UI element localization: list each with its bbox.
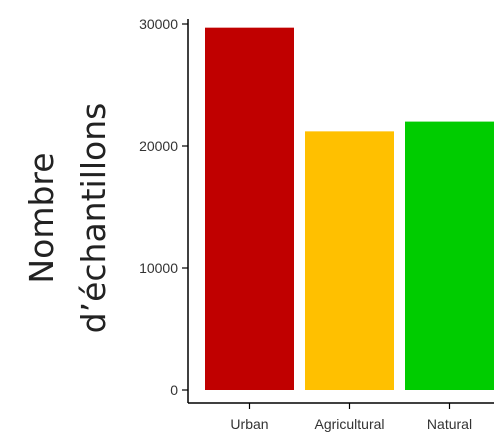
- x-tick-label-agricultural: Agricultural: [314, 416, 384, 432]
- bar-agricultural: [305, 131, 394, 391]
- y-tick-label: 30000: [139, 16, 178, 32]
- x-tick-label-natural: Natural: [427, 416, 472, 432]
- y-tick-label: 0: [170, 382, 178, 398]
- y-tick-label: 10000: [139, 260, 178, 276]
- y-tick-label: 20000: [139, 138, 178, 154]
- y-axis-title: Nombre d’échantillons: [22, 103, 113, 334]
- bar-natural: [405, 121, 494, 390]
- x-tick-label-urban: Urban: [230, 416, 268, 432]
- y-axis-title-line-2: d’échantillons: [74, 103, 113, 334]
- bar-urban: [205, 27, 294, 390]
- y-axis-title-line-1: Nombre: [22, 152, 61, 283]
- plot-area: 0 10000 20000 30000 Urban Agricultural Natural: [139, 16, 494, 432]
